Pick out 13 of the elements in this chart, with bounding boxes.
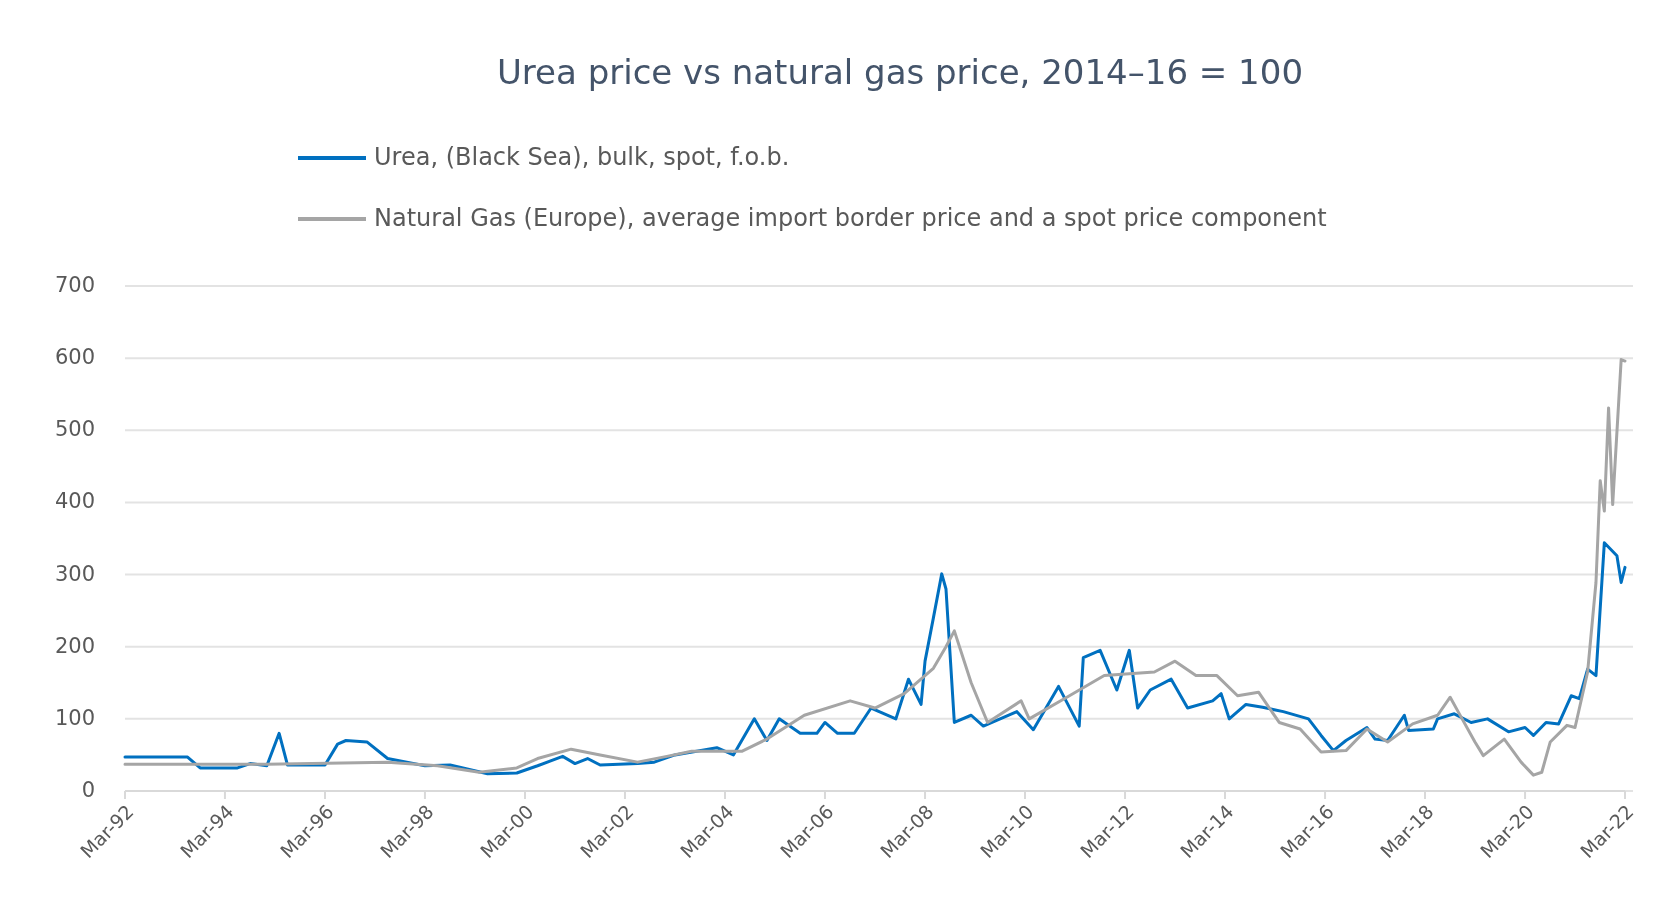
legend-label: Urea, (Black Sea), bulk, spot, f.o.b. (374, 143, 790, 171)
y-tick-label: 700 (54, 273, 95, 297)
line-series (123, 541, 1627, 776)
y-tick-label: 500 (54, 417, 95, 442)
y-tick-label: 600 (54, 345, 95, 370)
legend-label: Natural Gas (Europe), average import border price and a spot price component (374, 204, 1327, 232)
y-tick-label: 200 (54, 633, 95, 658)
y-tick-label: 400 (54, 489, 95, 514)
y-tick-label: 100 (54, 705, 95, 730)
chart-title: Urea price vs natural gas price, 2014–16 = 100 (496, 52, 1304, 92)
y-tick-label: 300 (54, 561, 95, 586)
y-tick-label: 0 (81, 778, 95, 802)
line-series (123, 358, 1627, 777)
